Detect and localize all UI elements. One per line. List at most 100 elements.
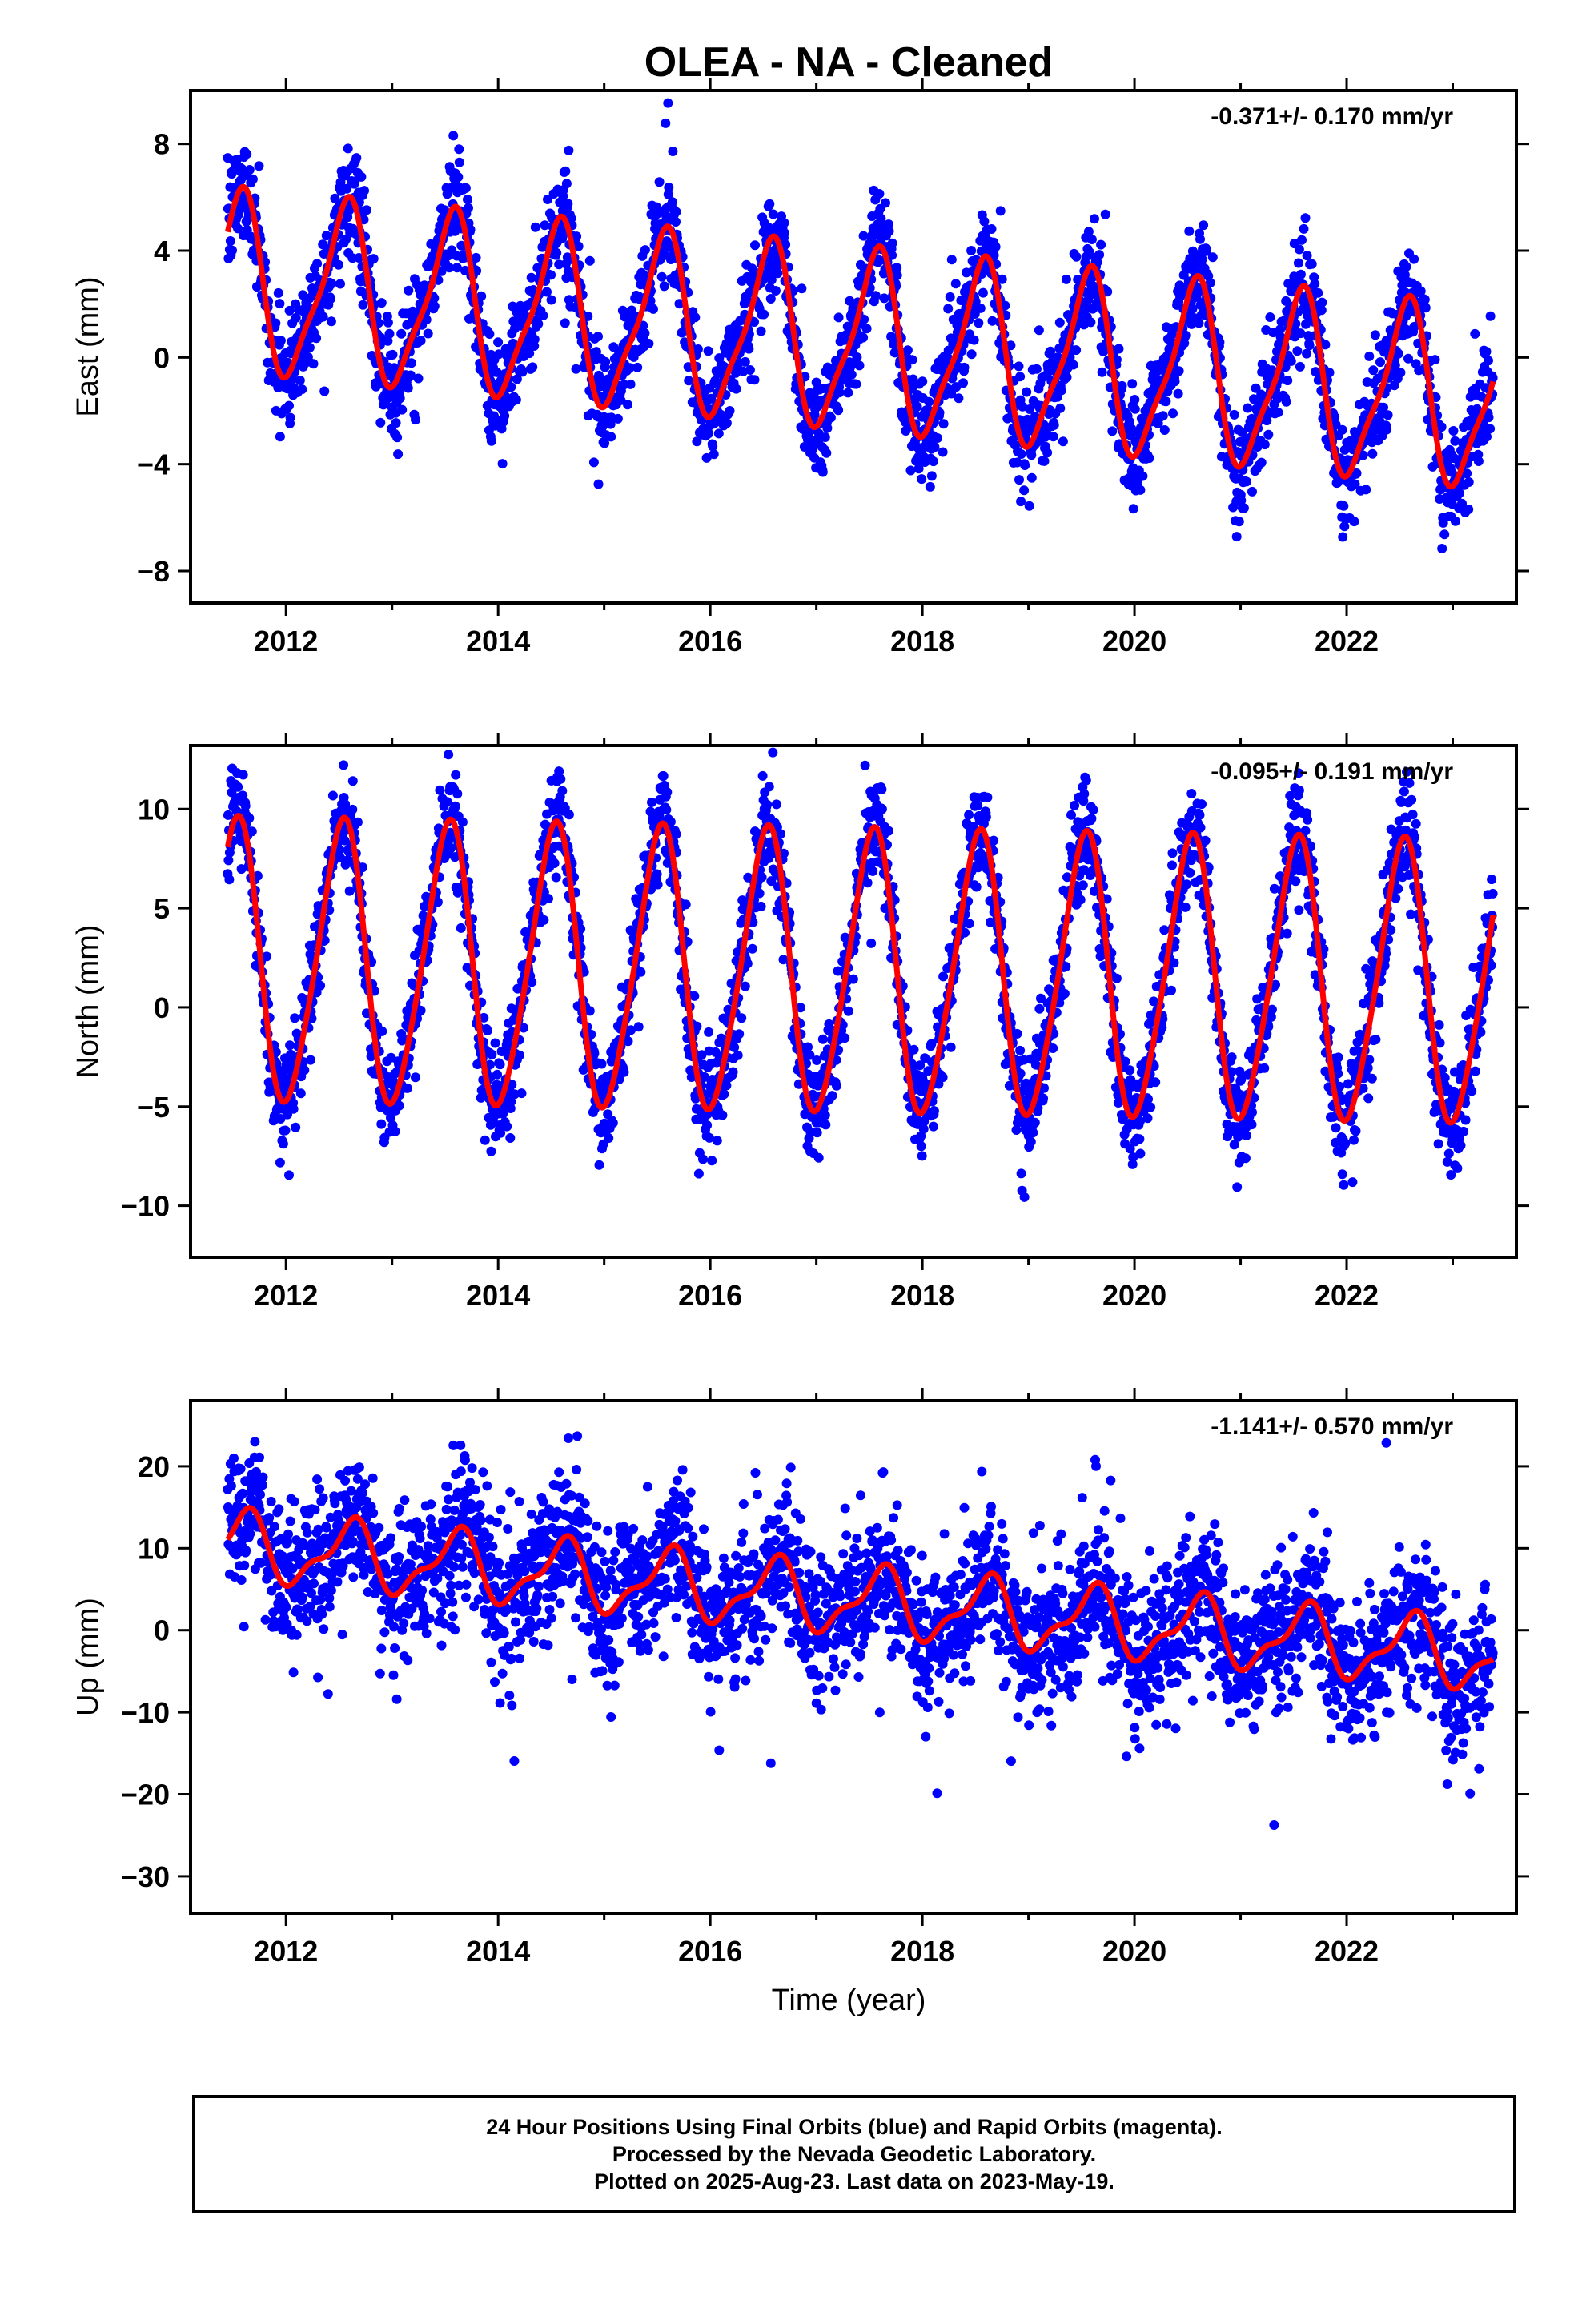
east-observation-point	[750, 240, 760, 251]
east-observation-point	[403, 383, 413, 393]
north-observation-point	[827, 1091, 837, 1101]
east-observation-point	[943, 304, 954, 314]
east-observation-point	[905, 465, 916, 476]
north-observation-point	[756, 901, 766, 911]
east-observation-point	[486, 436, 496, 446]
east-observation-point	[1286, 356, 1296, 366]
east-observation-point	[858, 332, 869, 343]
east-observation-point	[561, 179, 572, 189]
north-observation-point	[707, 1156, 717, 1166]
north-observation-point	[652, 879, 663, 890]
north-observation-point	[233, 782, 243, 792]
east-observation-point	[295, 376, 305, 385]
east-observation-point	[974, 318, 984, 328]
east-observation-point	[1361, 485, 1371, 495]
north-observation-point	[812, 1128, 822, 1138]
east-observation-point	[471, 252, 481, 263]
east-observation-point	[1265, 312, 1275, 322]
east-observation-point	[423, 328, 433, 339]
east-y-tick-label: 0	[154, 341, 170, 374]
east-observation-point	[308, 359, 319, 369]
east-observation-point	[1068, 360, 1078, 370]
east-observation-point	[713, 428, 724, 439]
east-observation-point	[1019, 485, 1030, 496]
east-observation-point	[928, 456, 938, 467]
east-observation-point	[1207, 252, 1218, 263]
north-observation-point	[435, 785, 445, 795]
east-observation-point	[846, 369, 857, 380]
east-observation-point	[938, 419, 949, 429]
east-observation-point	[593, 479, 604, 489]
east-observation-point	[966, 349, 977, 360]
east-observation-point	[1168, 408, 1178, 419]
east-observation-point	[1138, 471, 1148, 481]
east-observation-point	[1488, 372, 1498, 383]
east-observation-point	[926, 471, 937, 481]
east-observation-point	[640, 328, 650, 338]
east-observation-point	[285, 412, 295, 423]
east-observation-point	[1048, 432, 1058, 442]
north-observation-point	[539, 915, 549, 925]
east-observation-point	[990, 242, 1001, 252]
east-observation-point	[656, 271, 667, 282]
east-observation-point	[1484, 412, 1494, 423]
east-observation-point	[938, 447, 948, 457]
north-observation-point	[803, 1042, 813, 1052]
x-axis-label: Time (year)	[772, 1984, 926, 2017]
east-observation-point	[406, 358, 416, 368]
east-observation-point	[318, 312, 328, 322]
east-observation-point	[693, 344, 703, 354]
east-observation-point	[747, 263, 757, 274]
north-observation-point	[558, 735, 568, 745]
east-observation-point	[247, 174, 258, 184]
north-observation-point	[843, 1006, 853, 1016]
east-observation-point	[1364, 351, 1375, 361]
east-observation-point	[1437, 544, 1447, 553]
east-observation-point	[512, 374, 522, 384]
east-observation-point	[284, 400, 294, 411]
east-observation-point	[538, 311, 548, 320]
north-observation-point	[848, 974, 858, 984]
east-observation-point	[297, 384, 307, 395]
north-observation-point	[490, 1038, 500, 1048]
east-observation-point	[834, 388, 845, 398]
north-observation-point	[486, 1146, 496, 1156]
east-observation-point	[1450, 516, 1460, 526]
east-observation-point	[546, 295, 556, 305]
north-observation-point	[832, 1080, 841, 1091]
east-observation-point	[659, 281, 669, 292]
east-observation-point	[593, 332, 603, 342]
east-observation-point	[1034, 325, 1044, 336]
east-observation-point	[725, 406, 735, 416]
east-observation-point	[933, 433, 942, 443]
north-observation-point	[487, 1049, 497, 1059]
north-observation-point	[505, 1133, 516, 1143]
east-observation-point	[564, 145, 574, 155]
north-observation-point	[866, 938, 877, 948]
east-observation-point	[1042, 448, 1053, 458]
east-observation-point	[1231, 532, 1242, 542]
east-observation-point	[464, 203, 473, 213]
east-observation-point	[354, 253, 364, 263]
east-observation-point	[1096, 239, 1106, 250]
east-observation-point	[1086, 317, 1096, 328]
east-observation-point	[291, 312, 301, 323]
east-observation-point	[874, 189, 885, 199]
east-observation-point	[606, 432, 616, 442]
east-observation-point	[1375, 357, 1385, 368]
east-observation-point	[1439, 529, 1450, 540]
east-observation-point	[254, 161, 264, 171]
east-observation-point	[465, 224, 476, 235]
east-observation-point	[584, 255, 595, 266]
east-observation-point	[1464, 477, 1474, 487]
east-observation-point	[1054, 317, 1065, 328]
north-observation-point	[917, 1151, 927, 1161]
east-observation-point	[958, 378, 968, 388]
east-observation-point	[566, 213, 576, 223]
east-observation-point	[997, 274, 1007, 284]
north-observation-point	[717, 1110, 728, 1120]
north-observation-point	[747, 943, 757, 954]
east-observation-point	[1039, 456, 1050, 466]
north-observation-point	[862, 878, 873, 888]
